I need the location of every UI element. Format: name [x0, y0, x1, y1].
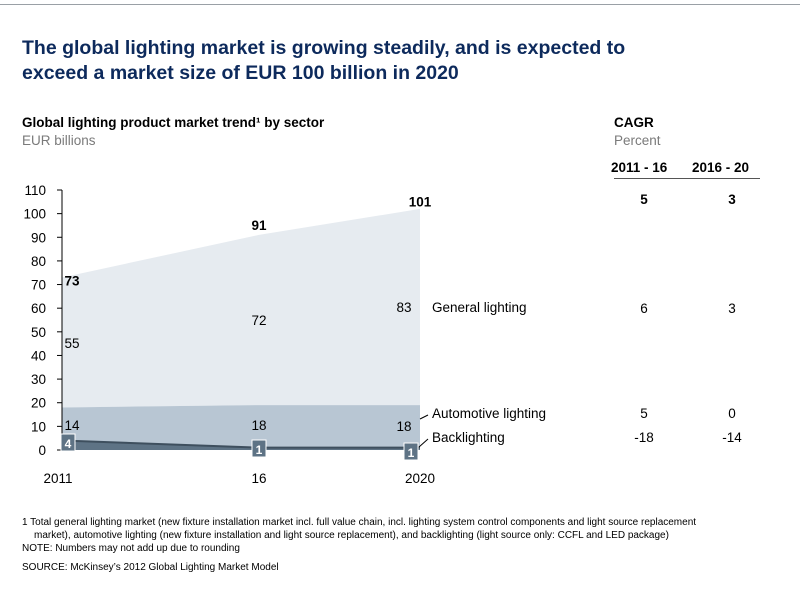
footnote-1-line-1: 1 Total general lighting market (new fix…: [22, 517, 696, 528]
backlighting-label: 1: [408, 446, 415, 460]
automotive-lighting-label: 18: [251, 418, 266, 433]
automotive-leader-line: [420, 415, 428, 419]
footnote-note: NOTE: Numbers may not add up due to roun…: [22, 543, 240, 554]
x-tick-label: 16: [251, 471, 266, 486]
y-tick-label: 90: [31, 230, 46, 245]
y-tick-label: 10: [31, 419, 46, 434]
y-tick-label: 20: [31, 396, 46, 411]
y-tick-label: 40: [31, 348, 46, 363]
y-tick-label: 60: [31, 301, 46, 316]
y-tick-label: 50: [31, 325, 46, 340]
backlighting-label: 1: [256, 443, 263, 457]
x-tick-label: 2020: [405, 471, 435, 486]
general-lighting-label: 72: [251, 313, 266, 328]
y-tick-label: 80: [31, 254, 46, 269]
area-chart: 0 10 20 30 40 50 60 70 80 90 100 110 2011 16 2020 73 91 1…: [0, 0, 800, 600]
footnote-1-line-2: market), automotive lighting (new fixtur…: [34, 530, 669, 541]
automotive-lighting-label: 14: [64, 418, 80, 433]
area-automotive-lighting: [62, 405, 420, 448]
area-general-lighting: [62, 209, 420, 408]
footnote-source: SOURCE: McKinsey’s 2012 Global Lighting …: [22, 562, 279, 573]
total-label: 91: [251, 218, 267, 233]
y-tick-label: 110: [24, 183, 46, 198]
backlighting-leader-line: [419, 439, 428, 447]
y-tick-label: 100: [23, 207, 46, 222]
general-lighting-label: 55: [64, 336, 79, 351]
total-label: 73: [64, 273, 80, 288]
y-tick-label: 0: [38, 443, 46, 458]
y-tick-label: 70: [31, 278, 46, 293]
y-tick-label: 30: [31, 372, 46, 387]
total-label: 101: [409, 194, 432, 209]
general-lighting-label: 83: [396, 300, 411, 315]
x-tick-label: 2011: [43, 471, 72, 486]
automotive-lighting-label: 18: [396, 419, 411, 434]
backlighting-label: 4: [65, 437, 72, 451]
